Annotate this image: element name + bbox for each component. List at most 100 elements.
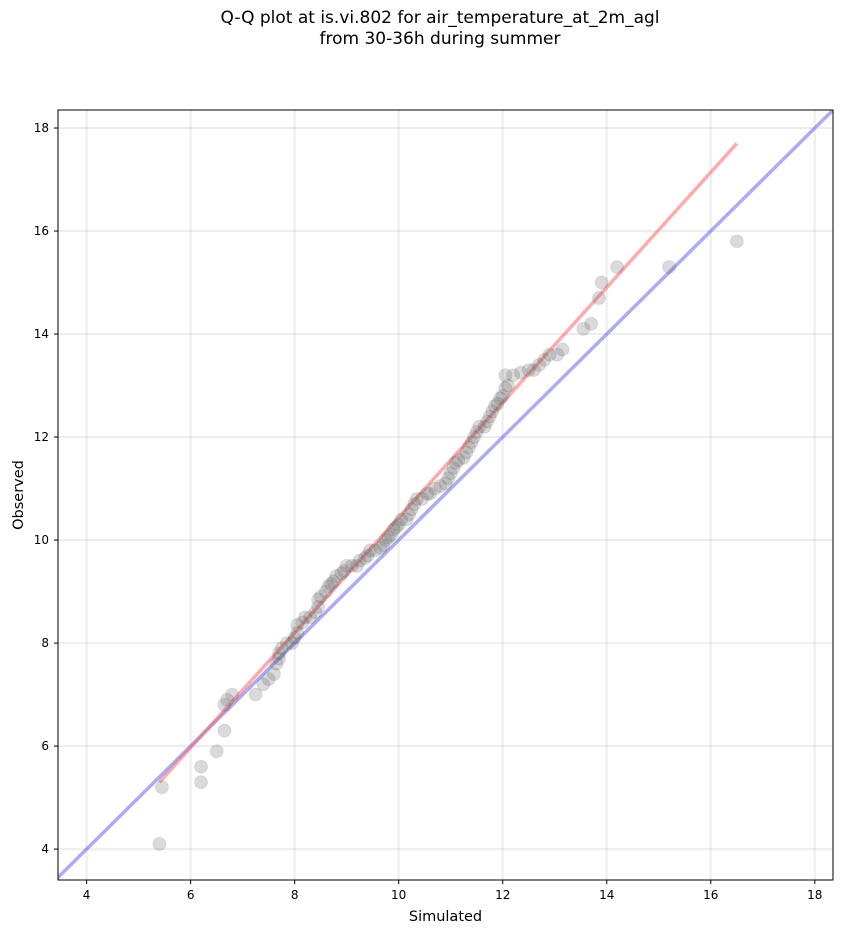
x-tick-label: 14: [599, 888, 614, 902]
data-point: [373, 540, 388, 555]
data-point: [480, 414, 495, 429]
data-point: [550, 347, 565, 362]
data-point: [443, 466, 458, 481]
x-tick-label: 10: [391, 888, 406, 902]
data-point: [324, 576, 339, 591]
data-point: [290, 625, 305, 640]
data-point: [337, 563, 352, 578]
y-tick-label: 4: [41, 842, 49, 856]
data-points: [152, 234, 744, 851]
data-point: [729, 234, 744, 249]
data-point: [409, 491, 424, 506]
data-point: [526, 363, 541, 378]
data-point: [350, 558, 365, 573]
data-point: [287, 630, 302, 645]
data-point: [662, 260, 677, 275]
data-point: [256, 677, 271, 692]
data-point: [407, 497, 422, 512]
data-point: [303, 610, 318, 625]
data-point: [220, 692, 235, 707]
data-point: [381, 530, 396, 545]
data-point: [446, 460, 461, 475]
y-tick-label: 6: [41, 739, 49, 753]
data-point: [422, 486, 437, 501]
data-point: [482, 409, 497, 424]
data-point: [209, 744, 224, 759]
x-tick-label: 16: [703, 888, 718, 902]
data-point: [391, 517, 406, 532]
data-point: [610, 260, 625, 275]
data-point: [357, 551, 372, 566]
data-point: [269, 656, 284, 671]
data-point: [428, 481, 443, 496]
data-point: [576, 321, 591, 336]
data-point: [490, 396, 505, 411]
identity-line: [58, 110, 833, 880]
data-point: [285, 636, 300, 651]
data-point: [298, 610, 313, 625]
data-point: [360, 548, 375, 563]
data-point: [456, 450, 471, 465]
data-point: [313, 589, 328, 604]
data-point: [329, 569, 344, 584]
data-point: [441, 471, 456, 486]
data-point: [266, 666, 281, 681]
data-point: [311, 592, 326, 607]
data-point: [464, 435, 479, 450]
data-point: [261, 672, 276, 687]
data-point: [485, 404, 500, 419]
y-axis-label: Observed: [11, 460, 27, 530]
chart-title: Q-Q plot at is.vi.802 for air_temperatur…: [0, 8, 843, 50]
y-tick-label: 16: [34, 224, 49, 238]
axis-ticks: 4 6 8 10 12 14 16 18 4 6 8 10 12 14 16 18: [34, 121, 823, 902]
data-point: [344, 558, 359, 573]
data-point: [217, 723, 232, 738]
data-point: [363, 543, 378, 558]
data-point: [537, 352, 552, 367]
data-point: [194, 759, 209, 774]
data-point: [438, 476, 453, 491]
data-point: [448, 455, 463, 470]
data-point: [334, 566, 349, 581]
x-tick-label: 6: [187, 888, 195, 902]
data-point: [584, 316, 599, 331]
data-point: [272, 651, 287, 666]
data-point: [339, 558, 354, 573]
data-point: [591, 290, 606, 305]
chart-title-line1: Q-Q plot at is.vi.802 for air_temperatur…: [220, 8, 660, 28]
data-point: [498, 368, 513, 383]
data-point: [308, 605, 323, 620]
reference-lines: [58, 110, 833, 880]
y-tick-label: 10: [34, 533, 49, 547]
data-point: [386, 522, 401, 537]
data-point: [461, 440, 476, 455]
data-point: [542, 347, 557, 362]
data-point: [389, 520, 404, 535]
data-point: [487, 399, 502, 414]
plot-frame: [57, 109, 834, 881]
data-point: [498, 381, 513, 396]
data-point: [352, 553, 367, 568]
data-point: [368, 543, 383, 558]
data-point: [594, 275, 609, 290]
data-point: [279, 636, 294, 651]
data-point: [506, 368, 521, 383]
data-point: [495, 388, 510, 403]
y-tick-label: 12: [34, 430, 49, 444]
y-tick-label: 8: [41, 636, 49, 650]
data-point: [272, 646, 287, 661]
data-point: [472, 419, 487, 434]
y-tick-label: 18: [34, 121, 49, 135]
data-point: [394, 512, 409, 527]
data-point: [451, 453, 466, 468]
data-point: [383, 527, 398, 542]
data-point: [321, 579, 336, 594]
data-point: [378, 533, 393, 548]
data-point: [376, 538, 391, 553]
chart-title-line2: from 30-36h during summer: [319, 29, 561, 49]
data-point: [155, 780, 170, 795]
data-point: [311, 600, 326, 615]
y-tick-label: 14: [34, 327, 49, 341]
x-tick-label: 12: [495, 888, 510, 902]
